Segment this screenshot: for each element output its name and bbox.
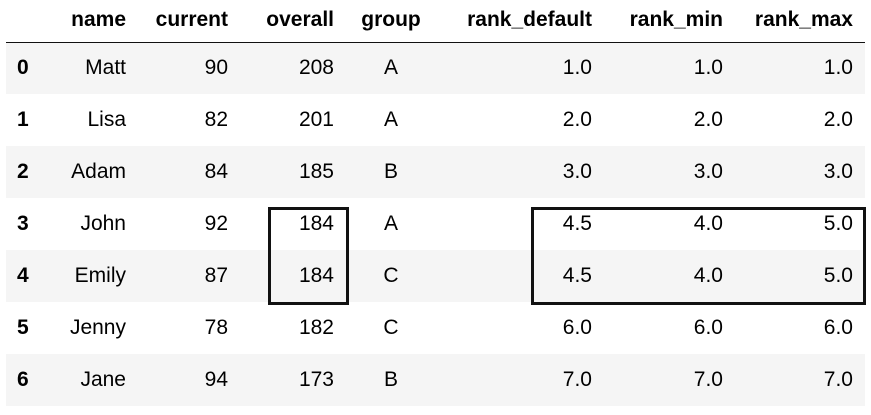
name-cell: John bbox=[80, 212, 126, 235]
group-cell: C bbox=[383, 264, 399, 287]
name-cell: Emily bbox=[74, 264, 126, 287]
current-cell: 94 bbox=[204, 368, 228, 391]
rank-min-cell: 3.0 bbox=[693, 160, 723, 183]
name-cell: Jane bbox=[80, 368, 126, 391]
rank-default-cell: 6.0 bbox=[562, 316, 592, 339]
table-row: 1 Lisa 82 201 A 2.0 2.0 2.0 bbox=[6, 94, 865, 146]
name-cell: Jenny bbox=[69, 316, 126, 339]
group-cell: A bbox=[383, 108, 398, 131]
rank-max-cell: 1.0 bbox=[823, 56, 853, 80]
rank-min-cell: 6.0 bbox=[693, 316, 723, 339]
current-header: current bbox=[155, 7, 228, 31]
index-header bbox=[6, 0, 44, 42]
name-cell: Adam bbox=[71, 160, 126, 183]
overall-header: overall bbox=[266, 7, 334, 31]
current-cell: 84 bbox=[204, 160, 228, 183]
current-cell: 92 bbox=[204, 212, 228, 235]
table-row: 6 Jane 94 173 B 7.0 7.0 7.0 bbox=[6, 354, 865, 406]
row-index: 4 bbox=[17, 264, 29, 287]
group-cell: B bbox=[383, 368, 398, 391]
overall-cell: 185 bbox=[298, 160, 334, 183]
row-index: 3 bbox=[17, 212, 29, 235]
overall-cell: 182 bbox=[298, 316, 334, 339]
rank-max-cell: 5.0 bbox=[823, 264, 853, 287]
row-index: 6 bbox=[17, 368, 29, 391]
group-cell: A bbox=[383, 212, 398, 235]
rank-max-cell: 7.0 bbox=[823, 368, 853, 391]
group-cell: A bbox=[383, 56, 398, 80]
rank-max-cell: 6.0 bbox=[823, 316, 853, 339]
group-cell: B bbox=[383, 160, 398, 183]
rank-min-cell: 4.0 bbox=[693, 264, 723, 287]
rank-min-cell: 2.0 bbox=[693, 108, 723, 131]
group-cell: C bbox=[383, 316, 399, 339]
rank-min-cell: 1.0 bbox=[693, 56, 723, 80]
rank-min-cell: 4.0 bbox=[693, 212, 723, 235]
ranking-table: name current overall group rank_default … bbox=[6, 0, 865, 406]
table-row: 0 Matt 90 208 A 1.0 1.0 1.0 bbox=[6, 42, 865, 94]
rank-default-cell: 3.0 bbox=[562, 160, 592, 183]
current-cell: 90 bbox=[204, 56, 228, 80]
current-cell: 87 bbox=[204, 264, 228, 287]
rank-max-cell: 5.0 bbox=[823, 212, 853, 235]
rank-default-cell: 1.0 bbox=[562, 56, 592, 80]
rank-default-cell: 4.5 bbox=[562, 264, 592, 287]
row-index: 1 bbox=[17, 108, 29, 131]
table-row: 4 Emily 87 184 C 4.5 4.0 5.0 bbox=[6, 250, 865, 302]
overall-cell: 208 bbox=[298, 56, 334, 80]
rank-default-header: rank_default bbox=[467, 7, 592, 31]
table-row: 2 Adam 84 185 B 3.0 3.0 3.0 bbox=[6, 146, 865, 198]
overall-cell: 184 bbox=[298, 212, 334, 235]
rank-min-cell: 7.0 bbox=[693, 368, 723, 391]
name-header: name bbox=[71, 7, 126, 31]
row-index: 5 bbox=[17, 316, 29, 339]
overall-cell: 201 bbox=[298, 108, 334, 131]
table-row: 5 Jenny 78 182 C 6.0 6.0 6.0 bbox=[6, 302, 865, 354]
row-index: 0 bbox=[17, 56, 29, 80]
table-row: 3 John 92 184 A 4.5 4.0 5.0 bbox=[6, 198, 865, 250]
rank-max-cell: 3.0 bbox=[823, 160, 853, 183]
row-index: 2 bbox=[17, 160, 29, 183]
overall-cell: 173 bbox=[298, 368, 334, 391]
rank-max-cell: 2.0 bbox=[823, 108, 853, 131]
rank-default-cell: 2.0 bbox=[562, 108, 592, 131]
header-row: name current overall group rank_default … bbox=[6, 0, 865, 42]
rank-min-header: rank_min bbox=[629, 7, 723, 31]
rank-max-header: rank_max bbox=[754, 7, 853, 31]
group-header: group bbox=[361, 7, 421, 31]
current-cell: 82 bbox=[204, 108, 228, 131]
overall-cell: 184 bbox=[298, 264, 334, 287]
name-cell: Matt bbox=[85, 56, 126, 80]
rank-default-cell: 4.5 bbox=[562, 212, 592, 235]
current-cell: 78 bbox=[204, 316, 228, 339]
rank-default-cell: 7.0 bbox=[562, 368, 592, 391]
name-cell: Lisa bbox=[87, 108, 126, 131]
